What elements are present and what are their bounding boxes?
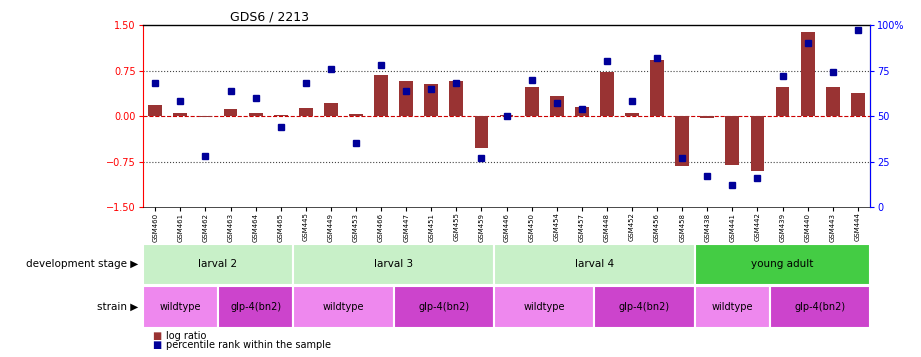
Bar [694, 243, 870, 285]
Bar [143, 243, 293, 285]
Text: glp-4(bn2): glp-4(bn2) [619, 302, 670, 312]
Bar [494, 286, 594, 328]
Bar [775, 87, 789, 116]
Text: young adult: young adult [752, 259, 814, 269]
Text: log ratio: log ratio [166, 331, 206, 341]
Bar [143, 286, 218, 328]
Text: strain ▶: strain ▶ [97, 302, 138, 312]
Bar [594, 286, 694, 328]
Bar [800, 32, 814, 116]
Bar [425, 85, 438, 116]
Bar [770, 286, 870, 328]
Bar [600, 72, 613, 116]
Bar [851, 93, 865, 116]
Bar [525, 87, 539, 116]
Bar [675, 116, 689, 166]
Bar [650, 60, 664, 116]
Bar [694, 286, 770, 328]
Bar [293, 243, 494, 285]
Bar [349, 114, 363, 116]
Text: wildtype: wildtype [523, 302, 565, 312]
Bar [474, 116, 488, 147]
Bar [393, 286, 494, 328]
Bar [400, 81, 414, 116]
Bar [249, 113, 262, 116]
Bar [173, 113, 187, 116]
Bar [148, 105, 162, 116]
Text: percentile rank within the sample: percentile rank within the sample [166, 340, 331, 350]
Text: larval 2: larval 2 [198, 259, 238, 269]
Bar [218, 286, 293, 328]
Text: wildtype: wildtype [159, 302, 201, 312]
Bar [293, 286, 393, 328]
Text: GDS6 / 2213: GDS6 / 2213 [230, 11, 309, 24]
Bar [726, 116, 740, 165]
Bar [494, 243, 694, 285]
Bar [299, 107, 313, 116]
Bar [374, 75, 388, 116]
Bar [224, 109, 238, 116]
Bar [274, 115, 287, 116]
Text: wildtype: wildtype [712, 302, 753, 312]
Text: larval 3: larval 3 [374, 259, 414, 269]
Bar [751, 116, 764, 171]
Bar [324, 103, 338, 116]
Text: development stage ▶: development stage ▶ [26, 259, 138, 269]
Bar [500, 115, 513, 116]
Bar [199, 116, 213, 117]
Bar [700, 116, 714, 118]
Text: glp-4(bn2): glp-4(bn2) [795, 302, 845, 312]
Text: larval 4: larval 4 [575, 259, 614, 269]
Bar [826, 87, 840, 116]
Text: glp-4(bn2): glp-4(bn2) [418, 302, 470, 312]
Bar [449, 81, 463, 116]
Bar [550, 96, 564, 116]
Text: ■: ■ [152, 340, 161, 350]
Bar [575, 107, 589, 116]
Text: wildtype: wildtype [322, 302, 364, 312]
Text: ■: ■ [152, 331, 161, 341]
Text: glp-4(bn2): glp-4(bn2) [230, 302, 281, 312]
Bar [625, 113, 639, 116]
